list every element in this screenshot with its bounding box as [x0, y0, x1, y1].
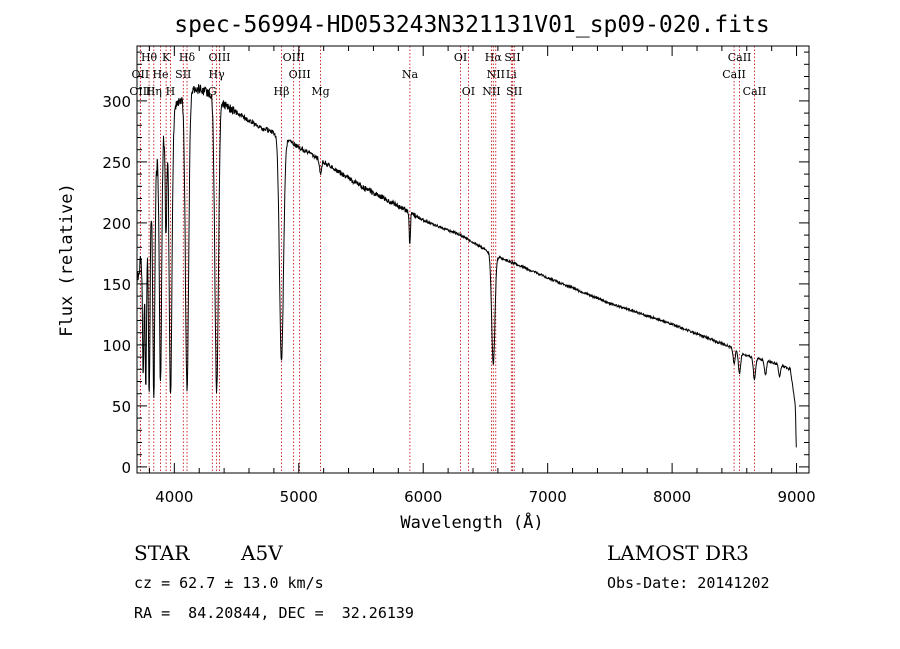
- spectral-line-label: Hγ: [209, 68, 226, 81]
- spectral-line-label: K: [162, 51, 171, 64]
- x-axis-label: Wavelength (Å): [400, 511, 543, 533]
- spectral-line-label: CaII: [722, 68, 746, 81]
- spectral-line-label: Li: [506, 68, 517, 81]
- y-tick-label: 100: [102, 337, 131, 355]
- spectral-line-label: Na: [402, 68, 419, 81]
- y-tick-label: 200: [102, 215, 131, 233]
- spectral-line-label: SII: [504, 51, 520, 64]
- spectral-line-label: Hα: [485, 51, 503, 64]
- spectral-line-label: OIII: [208, 51, 230, 64]
- y-tick-label: 150: [102, 276, 131, 294]
- spectral-line-label: OI: [454, 51, 467, 64]
- x-tick-label: 5000: [280, 488, 318, 506]
- spectral-line-label: OIII: [283, 51, 305, 64]
- spectral-line-label: OIII: [289, 68, 311, 81]
- spectral-line-label: H: [166, 85, 176, 98]
- x-tick-label: 7000: [529, 488, 567, 506]
- plot-frame: [136, 45, 810, 474]
- x-tick-label: 4000: [155, 488, 193, 506]
- spectral-line-label: Mg: [311, 85, 329, 98]
- spectral-line-label: SII: [175, 68, 191, 81]
- x-tick-label: 8000: [653, 488, 691, 506]
- survey-name: LAMOST DR3: [607, 541, 749, 565]
- spectrum-line: [136, 84, 797, 448]
- y-tick-label: 0: [121, 459, 131, 477]
- x-tick-label: 6000: [404, 488, 442, 506]
- coordinates: RA = 84.20844, DEC = 32.26139: [134, 604, 414, 622]
- observation-date: Obs-Date: 20141202: [607, 574, 770, 592]
- spectral-line-label: OIII: [129, 85, 151, 98]
- spectral-line-label: CaII: [743, 85, 767, 98]
- y-axis-label: Flux (relative): [57, 183, 77, 337]
- object-class: STAR: [134, 541, 190, 565]
- chart-title: spec-56994-HD053243N321131V01_sp09-020.f…: [174, 12, 769, 38]
- spectral-line-label: Hβ: [274, 85, 290, 98]
- spectral-line-label: NII: [482, 85, 500, 98]
- spectral-line-label: Hη: [146, 85, 162, 98]
- x-tick-label: 9000: [777, 488, 815, 506]
- spectral-line-label: Hδ: [179, 51, 196, 64]
- spectral-line-label: CaII: [728, 51, 752, 64]
- redshift-velocity: cz = 62.7 ± 13.0 km/s: [134, 574, 324, 592]
- spectral-line-label: SII: [506, 85, 522, 98]
- object-subclass: A5V: [241, 541, 283, 565]
- spectral-line-label: He: [152, 68, 168, 81]
- y-tick-label: 50: [112, 398, 131, 416]
- spectral-line-label: Hθ: [141, 51, 158, 64]
- y-tick-label: 300: [102, 93, 131, 111]
- y-axis-ticks: 0 50 100 150 200 250 300: [102, 51, 809, 477]
- spectral-line-label: G: [208, 85, 217, 98]
- y-tick-label: 250: [102, 154, 131, 172]
- spectral-line-label: OI: [462, 85, 475, 98]
- spectral-line-label: NII: [487, 68, 505, 81]
- x-axis-ticks: 4000 5000 6000 7000 8000 9000: [148, 46, 816, 506]
